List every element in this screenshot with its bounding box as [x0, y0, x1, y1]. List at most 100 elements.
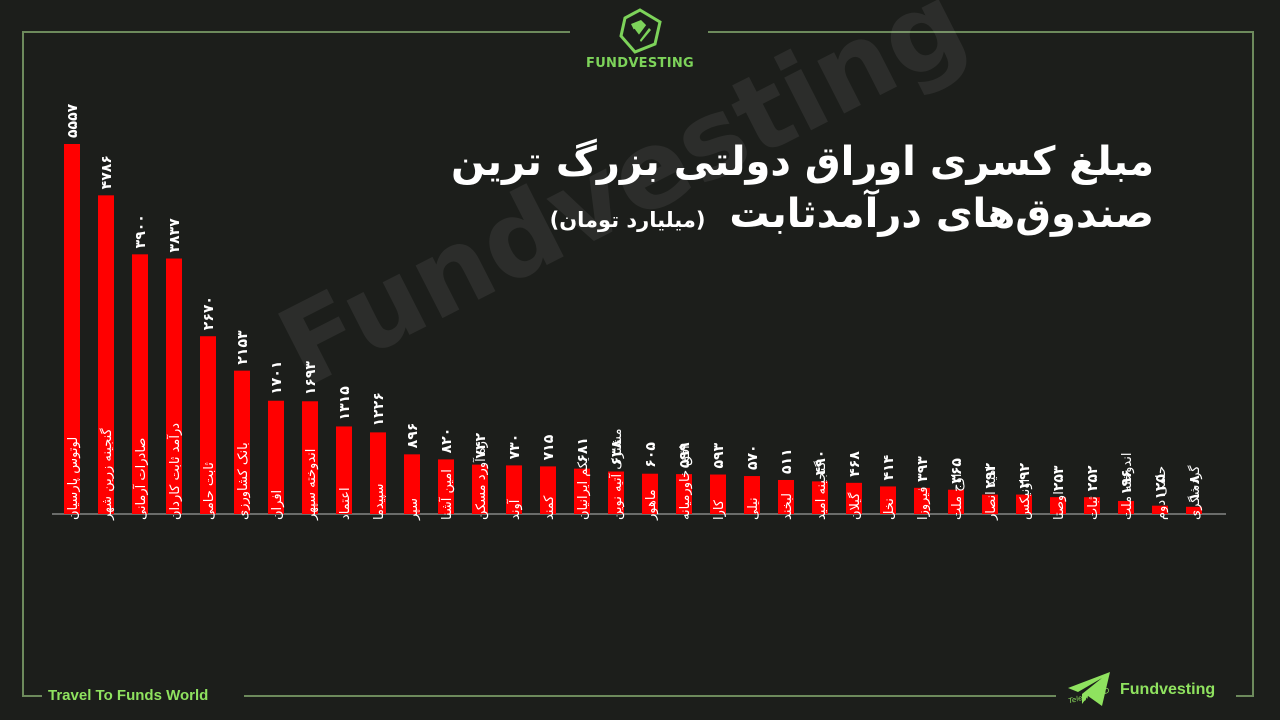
bar-value-label: ۱۹۶	[1119, 469, 1135, 495]
bar	[608, 471, 624, 514]
category-label: گنجینه زرین شهر	[99, 427, 115, 521]
bar-value-label: ۵۷۰	[745, 444, 761, 470]
category-label: گیلان	[847, 492, 863, 520]
bar-value-label: ۴۱۴	[881, 454, 897, 480]
bar	[1186, 506, 1202, 514]
frame-right	[1252, 31, 1254, 696]
bar	[336, 426, 352, 514]
title-line-2-text: صندوق‌های درآمدثابت	[729, 191, 1154, 237]
category-label: بانک کشاورزی	[236, 442, 251, 520]
bar-value-label: ۱۷۰۱	[269, 361, 285, 395]
category-label: فیروزا	[916, 487, 931, 520]
frame-bottom-middle	[244, 695, 1056, 697]
category-label: لوتوس پارسیان	[66, 437, 81, 520]
bar	[1084, 497, 1100, 514]
bar-value-label: ۲۵۲	[1085, 465, 1101, 491]
bar-value-label: ۴۷۸۶	[99, 155, 115, 189]
category-label: درآمد ثابت کاردان	[166, 423, 183, 520]
category-label: امین آشنا	[438, 469, 455, 520]
bar-value-label: ۲۱۵۳	[235, 330, 251, 365]
category-label: ثابت حامی	[202, 462, 217, 520]
bar	[234, 370, 250, 514]
bar	[404, 454, 420, 514]
bar-value-label: ۶۰۵	[643, 442, 659, 468]
bar	[268, 400, 284, 514]
bar-value-label: ۵۹۳	[711, 442, 727, 468]
bar-value-label: ۶۸۱	[575, 437, 591, 463]
category-label: اوصتا	[1052, 491, 1067, 520]
brand: FUNDVESTING	[585, 8, 695, 71]
category-label: اونیکس	[1018, 479, 1033, 520]
category-label: مشترک آتیه نوین	[608, 428, 625, 520]
bar	[744, 476, 760, 514]
bar-value-label: ۵۹۹	[677, 442, 693, 468]
category-label: ثبات	[1086, 496, 1101, 520]
category-label: ماهور	[644, 489, 659, 521]
frame-left	[22, 31, 24, 696]
footer-telegram[interactable]: Telegram ID Fundvesting	[1062, 668, 1262, 714]
footer-brand: Fundvesting	[1120, 681, 1216, 698]
bar	[1016, 494, 1032, 514]
category-label: لبخند	[780, 493, 795, 520]
bar-value-label: ۱۲۲۶	[371, 392, 387, 426]
category-label: امید انصار	[984, 466, 999, 521]
bar	[676, 474, 692, 514]
category-label: اعتماد	[338, 487, 353, 520]
category-label: نخل	[882, 498, 897, 520]
title-unit: (میلیارد تومان)	[549, 208, 706, 232]
bar-value-label: ۲۹۲	[983, 462, 999, 488]
category-label: آوند	[506, 498, 523, 520]
bar-value-label: ۳۸۳۷	[167, 218, 183, 253]
bar	[98, 195, 114, 514]
bar	[132, 254, 148, 514]
frame-bottom-right	[1236, 695, 1254, 697]
bar	[778, 479, 794, 514]
bar-value-label: ۴۹۰	[813, 450, 829, 476]
frame-bottom-left	[22, 695, 42, 697]
bar	[574, 468, 590, 514]
bar-value-label: ۱۰۸	[1187, 475, 1203, 501]
bar-value-label: ۵۱۱	[779, 448, 795, 474]
bar	[472, 464, 488, 514]
bar	[914, 487, 930, 514]
category-label: صادرات آرمانی	[132, 438, 149, 520]
bar	[812, 481, 828, 514]
title-block: مبلغ کسری اوراق دولتی بزرگ ترین صندوق‌ها…	[451, 136, 1154, 246]
category-label: سپر	[406, 498, 421, 521]
bar	[506, 465, 522, 514]
category-label: گنجینه امید	[813, 460, 829, 520]
bar	[982, 494, 998, 514]
title-line-2: صندوق‌های درآمدثابت (میلیارد تومان)	[451, 188, 1154, 246]
bar-value-label: ۱۲۵	[1153, 474, 1169, 500]
category-label: اندوخته سپهر	[304, 449, 319, 521]
bar-value-label: ۲۵۳	[1051, 465, 1067, 491]
title-line-1: مبلغ کسری اوراق دولتی بزرگ ترین	[451, 139, 1154, 185]
bar-value-label: ۸۲۰	[439, 428, 455, 454]
bar-value-label: ۲۹۲	[1017, 462, 1033, 488]
bar-value-label: ۲۶۷۰	[201, 296, 217, 330]
bar	[540, 466, 556, 514]
fundvesting-logo-icon	[619, 8, 662, 54]
category-label: کارا	[712, 499, 727, 520]
bar-value-label: ۸۹۶	[405, 423, 421, 449]
bar-value-label: ۷۴۲	[473, 433, 489, 459]
category-label: کمند	[542, 495, 557, 520]
bar-value-label: ۶۳۸	[609, 439, 625, 465]
bar	[1118, 500, 1134, 514]
telegram-icon	[1068, 672, 1110, 706]
bar-value-label: ۵۵۵۷	[65, 103, 81, 138]
brand-name: FUNDVESTING	[586, 56, 694, 71]
bar-value-label: ۳۶۵	[949, 458, 965, 484]
bar	[302, 401, 318, 514]
bar-value-label: ۳۹۳	[915, 456, 931, 482]
frame-top-left	[22, 31, 570, 33]
bar	[948, 489, 964, 514]
bar	[1050, 497, 1066, 514]
bar	[1152, 505, 1168, 514]
bar-value-label: ۷۳۰	[507, 434, 523, 460]
bar-value-label: ۱۳۱۵	[337, 386, 353, 421]
bar-value-label: ۱۶۹۳	[303, 361, 319, 396]
category-label: سپیدما	[372, 484, 387, 521]
bar-value-label: ۴۶۸	[847, 451, 863, 477]
category-label: افق خاورمیانه	[678, 445, 693, 520]
